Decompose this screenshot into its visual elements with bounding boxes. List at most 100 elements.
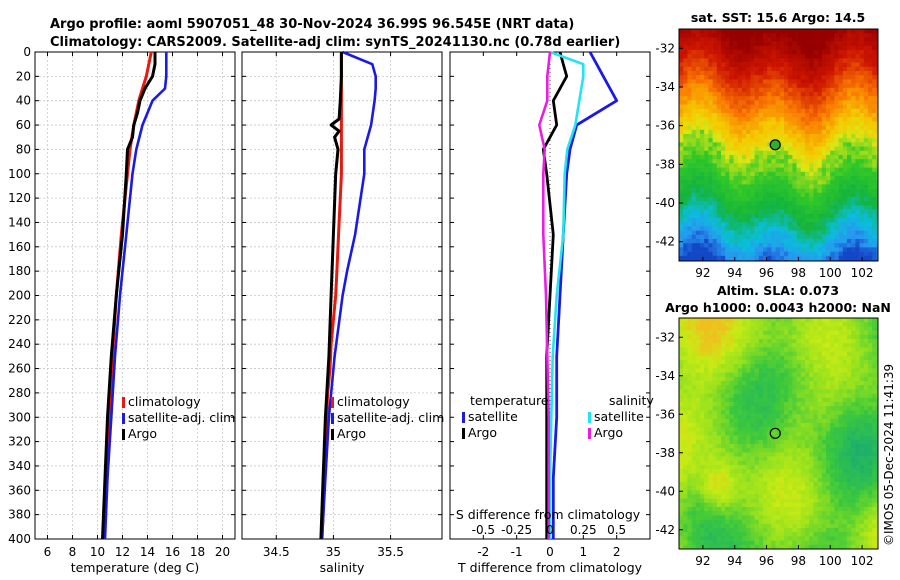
sla-cell bbox=[863, 465, 869, 470]
sst-cell bbox=[746, 239, 751, 244]
sst-cell bbox=[813, 75, 818, 80]
sla-cell bbox=[863, 347, 869, 352]
sla-cell bbox=[800, 397, 806, 403]
sst-cell bbox=[746, 171, 751, 177]
sla-cell bbox=[700, 427, 705, 432]
sst-cell bbox=[683, 255, 688, 261]
sst-cell bbox=[838, 92, 844, 97]
sla-cell bbox=[792, 339, 797, 344]
sst-cell bbox=[771, 234, 776, 240]
sla-cell bbox=[809, 372, 814, 378]
sst-cell bbox=[716, 205, 722, 210]
sla-cell bbox=[708, 318, 713, 323]
sst-cell bbox=[679, 117, 684, 122]
sla-cell bbox=[754, 435, 760, 441]
sla-cell bbox=[721, 368, 726, 373]
sla-cell bbox=[729, 343, 734, 348]
sst-cell bbox=[813, 150, 818, 156]
sst-cell bbox=[691, 243, 697, 248]
sla-cells bbox=[679, 318, 878, 549]
sst-cell bbox=[842, 142, 848, 147]
sst-cell bbox=[847, 121, 852, 126]
sla-cell bbox=[733, 439, 739, 445]
sla-cell bbox=[687, 339, 692, 344]
sla-cell bbox=[859, 410, 865, 415]
sla-cell bbox=[830, 477, 835, 483]
sla-cell bbox=[691, 427, 697, 432]
sla-cell bbox=[813, 431, 818, 436]
sla-cell bbox=[784, 418, 789, 424]
sst-cell bbox=[712, 37, 718, 42]
sst-cell bbox=[788, 209, 793, 215]
sla-cell bbox=[721, 460, 726, 466]
sst-cell bbox=[796, 100, 802, 105]
sla-cell bbox=[775, 364, 781, 369]
sst-cell bbox=[863, 155, 869, 160]
sst-cell bbox=[813, 96, 818, 101]
sst-cell bbox=[838, 239, 844, 244]
sla-cell bbox=[725, 448, 730, 453]
sst-cell bbox=[792, 129, 797, 135]
sst-cell bbox=[687, 79, 692, 84]
sst-cell bbox=[721, 159, 726, 164]
sla-cell bbox=[830, 339, 835, 344]
sst-cell bbox=[851, 218, 856, 223]
sst-cell bbox=[826, 188, 831, 194]
sst-cell bbox=[834, 83, 839, 89]
sst-cell bbox=[683, 129, 688, 135]
sst-cell bbox=[872, 247, 877, 252]
sla-cell bbox=[851, 465, 856, 470]
legend-entry: satellite bbox=[594, 409, 644, 424]
sla-cell bbox=[721, 322, 726, 327]
sla-cell bbox=[687, 490, 692, 495]
sst-cell bbox=[872, 62, 877, 68]
sst-cell bbox=[716, 218, 722, 223]
sst-cell bbox=[842, 234, 848, 240]
sst-cell bbox=[763, 180, 768, 185]
sst-cell bbox=[695, 66, 701, 72]
sst-cell bbox=[733, 58, 739, 63]
sla-cell bbox=[716, 486, 722, 491]
sst-cell bbox=[763, 117, 768, 122]
sst-cell bbox=[805, 255, 810, 261]
sst-cell bbox=[767, 243, 772, 248]
sla-cell bbox=[792, 364, 797, 369]
sla-cell bbox=[805, 318, 810, 323]
sst-cell bbox=[683, 197, 688, 202]
sst-cell bbox=[721, 222, 726, 227]
sst-cell bbox=[838, 209, 844, 215]
sst-cell bbox=[733, 129, 739, 135]
sst-cell bbox=[683, 192, 688, 198]
sla-cell bbox=[817, 368, 823, 373]
sst-cell bbox=[758, 205, 764, 210]
map-x-tick-label: 100 bbox=[819, 266, 842, 280]
sst-cell bbox=[733, 66, 739, 72]
sst-cell bbox=[847, 33, 852, 38]
sla-cell bbox=[775, 330, 781, 336]
sst-cell bbox=[821, 87, 827, 93]
sla-cell bbox=[859, 368, 865, 373]
sla-cell bbox=[700, 339, 705, 344]
sla-cell bbox=[817, 452, 823, 457]
sst-cell bbox=[842, 243, 848, 248]
sst-cell bbox=[834, 129, 839, 135]
sla-cell bbox=[826, 343, 831, 348]
y-tick-label: 220 bbox=[8, 313, 31, 327]
sla-cell bbox=[725, 481, 730, 487]
sst-cell bbox=[788, 159, 793, 164]
sla-cell bbox=[859, 481, 865, 487]
sst-cell bbox=[809, 104, 814, 110]
sla-cell bbox=[721, 481, 726, 487]
sst-cell bbox=[733, 218, 739, 223]
sla-cell bbox=[834, 465, 839, 470]
sla-cell bbox=[754, 385, 760, 390]
sst-cell bbox=[683, 159, 688, 164]
sst-cell bbox=[813, 87, 818, 93]
sst-cell bbox=[826, 45, 831, 51]
sst-cell bbox=[729, 171, 734, 177]
sla-cell bbox=[838, 427, 844, 432]
sla-cell bbox=[700, 372, 705, 378]
sla-cell bbox=[763, 406, 768, 411]
sst-cell bbox=[767, 87, 772, 93]
sst-cell bbox=[700, 226, 705, 231]
